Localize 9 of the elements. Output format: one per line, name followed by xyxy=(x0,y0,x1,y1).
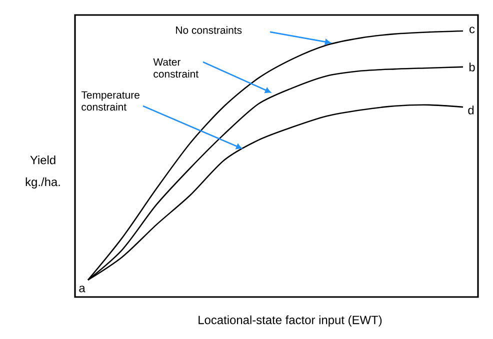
y-axis-title: Yield kg./ha. xyxy=(26,155,60,189)
annotation: Water constraint xyxy=(153,58,198,78)
annotation: Temperature constraint xyxy=(81,91,140,111)
annotation: c xyxy=(470,26,475,34)
x-axis-title: Locational-state factor input (EWT) xyxy=(198,315,382,327)
annotation: b xyxy=(469,62,475,72)
annotation: No constraints xyxy=(176,26,242,34)
annotation: a xyxy=(79,286,86,292)
annotation: d xyxy=(468,106,474,114)
